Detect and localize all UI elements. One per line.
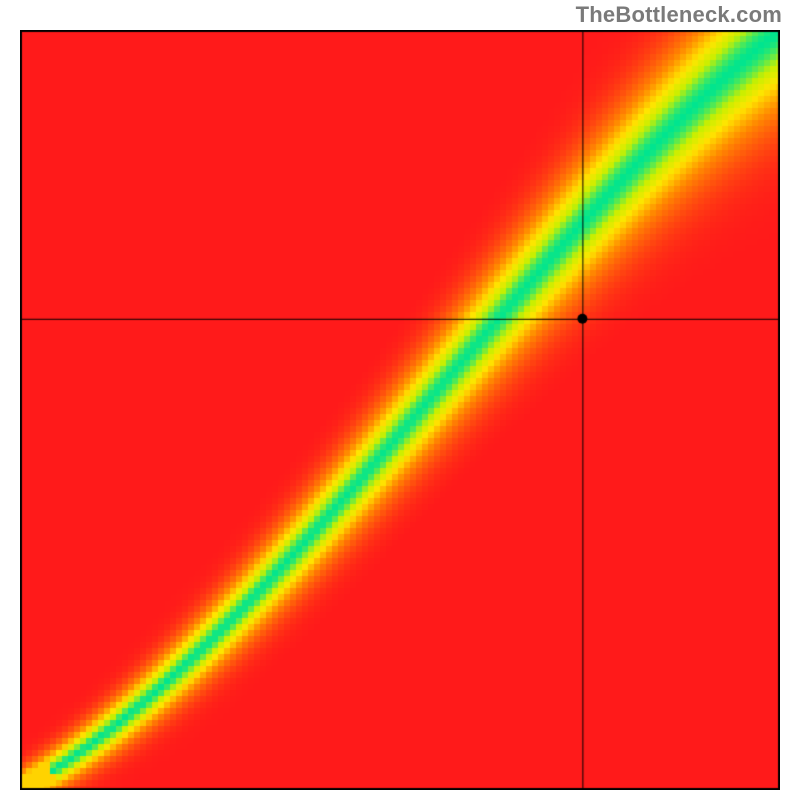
heatmap-canvas: [20, 30, 780, 790]
watermark-text: TheBottleneck.com: [576, 2, 782, 28]
heatmap-plot: [20, 30, 780, 790]
